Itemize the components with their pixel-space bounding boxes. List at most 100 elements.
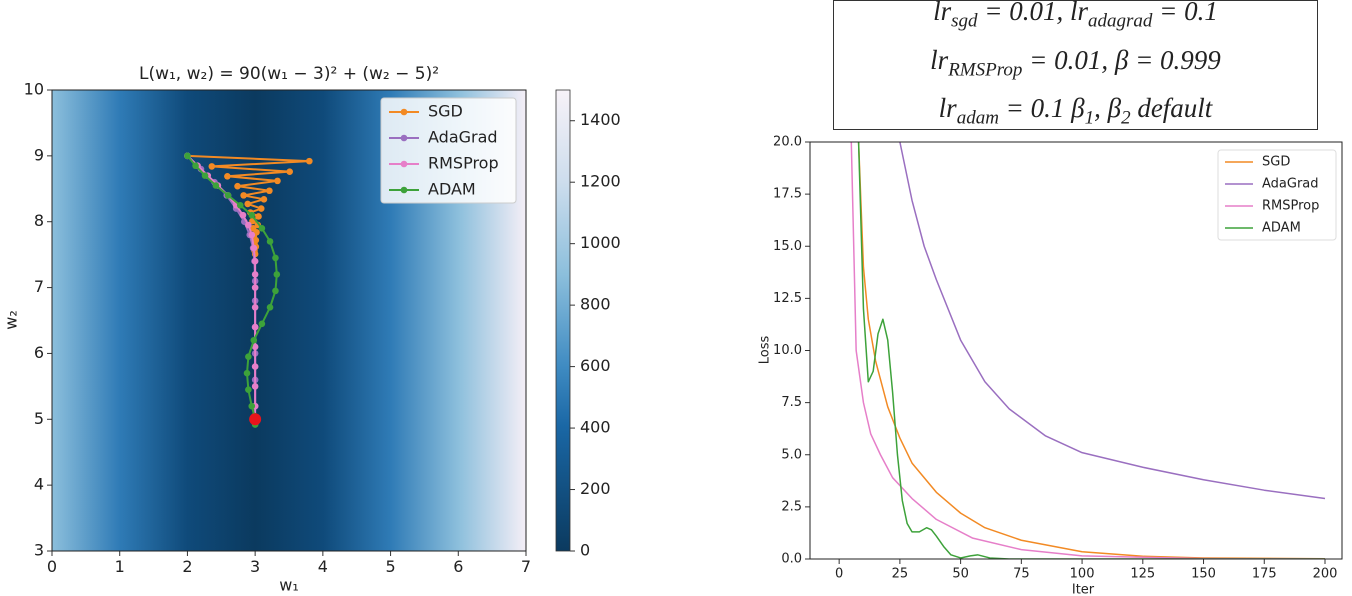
colorbar-tick-label: 400 (580, 418, 611, 437)
lines (850, 142, 1326, 559)
y-tick-label: 12.5 (773, 291, 802, 306)
trajectory-point (258, 225, 266, 232)
plot-frame (809, 141, 1343, 560)
trajectory-point (255, 213, 262, 220)
trajectory-point (260, 196, 268, 203)
y-tick-label: 7 (34, 277, 44, 296)
legend-label: SGD (1262, 155, 1290, 170)
chart-title: L(w₁, w₂) = 90(w₁ − 3)² + (w₂ − 5)² (139, 64, 439, 84)
legend-box (380, 97, 517, 204)
y-tick-label: 5 (34, 409, 44, 428)
trajectory-point (245, 353, 252, 361)
legend-label: AdaGrad (1262, 177, 1319, 192)
trajectory-line (186, 155, 278, 425)
trajectory-point (234, 182, 241, 190)
symbol: lr (938, 93, 957, 124)
x-tick-label: 25 (892, 566, 909, 581)
loss-line (899, 142, 1326, 500)
legend-box (1217, 149, 1337, 241)
trajectory-point (224, 172, 231, 180)
x-tick-label: 100 (1070, 566, 1095, 581)
colorbar-tick-label: 1200 (580, 172, 621, 191)
minimum-point (249, 413, 262, 426)
trajectory-point (236, 201, 244, 209)
symbol: β (1107, 93, 1122, 124)
annotation-text: , (1094, 93, 1108, 124)
legend-label: ADAM (1262, 221, 1301, 236)
x-tick-label: 0 (835, 566, 843, 581)
trajectory-point (245, 386, 252, 393)
trajectory-point (251, 343, 259, 351)
trajectory-point (212, 182, 220, 189)
trajectory-point (286, 168, 293, 175)
trajectory-point (251, 304, 259, 311)
trajectory-point (306, 157, 313, 165)
y-axis-label: Loss (758, 336, 773, 365)
colorbar-tick-label: 600 (580, 356, 611, 375)
trajectory-point (248, 211, 256, 219)
symbol: lr (933, 0, 952, 27)
trajectory-point (273, 271, 281, 278)
x-axis-label: Iter (1072, 583, 1095, 596)
annotation-text: = 0.1 (998, 93, 1072, 124)
y-tick-label: 2.5 (781, 499, 802, 514)
y-tick-label: 10 (24, 80, 44, 99)
subscript: adam (956, 107, 999, 129)
trajectory-point (239, 211, 247, 219)
trajectory-point (251, 383, 259, 390)
trajectory-point (244, 200, 251, 208)
trajectory-point (272, 254, 279, 262)
trajectory-point (250, 336, 258, 344)
symbol: β (1071, 93, 1085, 124)
y-tick-label: 9 (34, 145, 44, 164)
symbol: lr (1070, 0, 1089, 27)
subscript: 1 (1084, 107, 1095, 129)
x-tick-label: 175 (1252, 566, 1277, 581)
colorbar-tick-label: 800 (580, 295, 611, 314)
legend-label: ADAM (428, 180, 476, 199)
loss-line (850, 142, 1325, 559)
trajectory-point (251, 271, 259, 278)
trajectory-point (240, 192, 247, 199)
annotation-line: lrsgd = 0.01, lradagrad = 0.1 (933, 0, 1218, 41)
legend-label: AdaGrad (428, 128, 498, 147)
trajectory-point (251, 363, 259, 370)
x-tick-label: 125 (1130, 566, 1155, 581)
subscript: 2 (1121, 107, 1131, 129)
annotation-text: default (1130, 93, 1213, 124)
trajectory-point (245, 221, 252, 229)
annotation-line: lrRMSProp = 0.01, β = 0.999 (930, 41, 1221, 89)
x-tick-label: 50 (952, 566, 969, 581)
x-tick-label: 3 (250, 557, 260, 576)
trajectory-point (192, 162, 199, 170)
legend-marker (400, 108, 408, 116)
y-tick-label: 5.0 (781, 447, 802, 462)
x-tick-label: 0 (47, 557, 57, 576)
y-tick-label: 0.0 (781, 552, 802, 567)
y-tick-label: 17.5 (773, 187, 802, 202)
trajectory-point (251, 257, 259, 265)
annotation-box: lrsgd = 0.01, lradagrad = 0.1 lrRMSProp =… (833, 0, 1318, 130)
trajectory-point (243, 369, 251, 377)
legend-marker (400, 186, 408, 194)
trajectory-point (272, 287, 279, 295)
subscript: sgd (951, 10, 978, 32)
x-tick-label: 75 (1013, 566, 1030, 581)
trajectory-point (266, 238, 274, 245)
loss-line (857, 142, 1326, 559)
trajectory-point (257, 205, 265, 212)
x-tick-label: 1 (115, 557, 125, 576)
colorbar-tick-label: 0 (580, 541, 590, 560)
trajectory-point (248, 231, 256, 239)
colorbar-tick-label: 1400 (580, 110, 621, 129)
y-tick-label: 10.0 (773, 343, 802, 358)
legend-label: RMSProp (1262, 199, 1319, 214)
trajectory-point (184, 152, 191, 160)
trajectory-point (248, 402, 256, 410)
colorbar-tick-label: 1000 (580, 233, 621, 252)
trajectory-point (224, 192, 232, 199)
symbol: lr (930, 44, 949, 75)
subscript: adagrad (1088, 10, 1153, 32)
y-tick-label: 7.5 (781, 395, 802, 410)
